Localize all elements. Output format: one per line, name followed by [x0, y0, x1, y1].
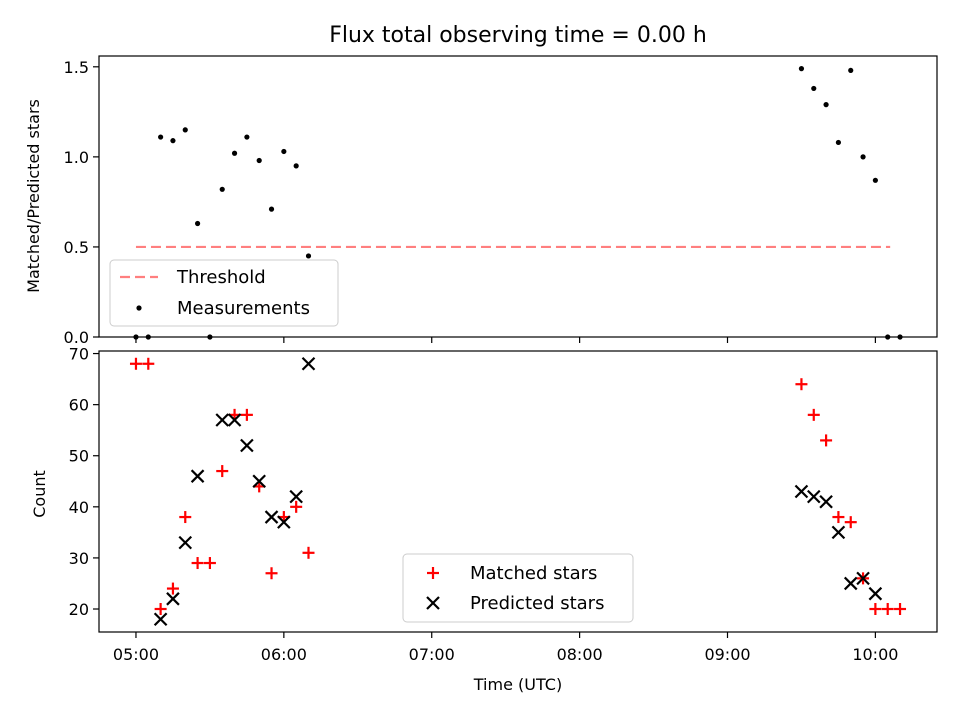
- matched-star-marker: [832, 511, 845, 524]
- matched-star-marker: [869, 603, 882, 616]
- legend-predicted-swatch: [426, 596, 440, 610]
- bottom-y-tick-label: 60: [69, 396, 89, 415]
- matched-star-marker: [290, 500, 303, 513]
- predicted-star-marker: [856, 571, 870, 586]
- top-x-ticks: [135, 337, 876, 343]
- bottom-y-tick-label: 70: [69, 345, 89, 364]
- matched-star-marker: [179, 511, 192, 524]
- matched-star-marker: [240, 408, 253, 421]
- bottom-y-ticks: 20 30 40 50 60 70: [69, 345, 99, 619]
- measurement-point: [219, 186, 225, 192]
- bottom-x-tick-label: 08:00: [557, 645, 603, 664]
- bottom-y-tick-label: 40: [69, 498, 89, 517]
- bottom-legend: Matched stars Predicted stars: [402, 553, 634, 623]
- predicted-star-marker: [166, 592, 180, 606]
- bottom-plot-frame: [98, 350, 938, 633]
- top-y-tick-label: 1.5: [64, 58, 89, 77]
- matched-star-marker: [881, 603, 894, 616]
- predicted-star-marker: [215, 413, 230, 427]
- legend-measurements-swatch: [136, 305, 142, 311]
- legend-matched-label: Matched stars: [470, 563, 597, 584]
- bottom-x-ticks: 05:00 06:00 07:00 08:00 09:00 10:00: [113, 632, 898, 664]
- matched-star-marker: [154, 603, 167, 616]
- top-y-axis-label: Matched/Predicted stars: [24, 99, 43, 293]
- matched-star-marker: [191, 557, 204, 570]
- bottom-x-tick-label: 06:00: [261, 645, 307, 664]
- x-axis-label: Time (UTC): [473, 675, 562, 694]
- bottom-panel: 20 30 40 50 60 70 05:00 06:00 07:00 08:00 09:00 10…: [30, 345, 938, 694]
- measurement-point: [811, 85, 817, 92]
- predicted-star-marker: [252, 474, 266, 489]
- matched-star-marker: [265, 567, 278, 580]
- measurement-point: [860, 154, 866, 160]
- top-plot-frame: [98, 55, 938, 338]
- bottom-legend-box: [402, 553, 634, 623]
- bottom-y-tick-label: 30: [69, 549, 89, 568]
- legend-matched-swatch: [427, 567, 439, 579]
- bottom-x-tick-label: 05:00: [113, 645, 159, 664]
- top-y-tick-label: 1.0: [64, 148, 89, 167]
- matched-star-marker: [142, 357, 155, 370]
- measurement-point: [158, 134, 164, 140]
- matched-star-marker: [302, 546, 315, 559]
- bottom-y-tick-label: 50: [69, 447, 89, 466]
- top-y-tick-label: 0.0: [64, 328, 89, 347]
- top-legend: Threshold Measurements: [109, 259, 339, 327]
- predicted-star-marker: [819, 494, 833, 509]
- bottom-x-tick-label: 07:00: [409, 645, 455, 664]
- predicted-star-marker: [831, 525, 846, 540]
- measurement-point: [823, 102, 829, 108]
- top-panel: 0.0 0.5 1.0 1.5 Matched/Predicted stars Thr…: [24, 55, 938, 347]
- matched-star-marker: [129, 357, 142, 370]
- top-y-ticks: 0.0 0.5 1.0 1.5: [64, 58, 99, 347]
- measurement-point: [256, 157, 262, 164]
- predicted-star-marker: [806, 489, 821, 504]
- chart-title: Flux total observing time = 0.00 h: [329, 23, 707, 48]
- legend-predicted-label: Predicted stars: [470, 593, 604, 614]
- predicted-star-marker: [190, 469, 205, 483]
- measurement-point: [194, 220, 201, 227]
- measurement-point: [835, 139, 842, 146]
- predicted-star-marker: [153, 612, 168, 627]
- predicted-star-marker: [301, 356, 316, 371]
- bottom-x-tick-label: 10:00: [852, 645, 898, 664]
- measurement-point: [231, 150, 238, 156]
- matched-star-marker: [166, 582, 179, 595]
- predicted-star-marker: [277, 515, 291, 529]
- predicted-star-marker: [240, 438, 254, 453]
- measurement-point: [182, 127, 188, 133]
- matched-star-marker: [807, 408, 820, 421]
- measurement-point: [872, 177, 878, 183]
- predicted-star-marker: [868, 586, 883, 601]
- predicted-star-marker: [289, 489, 303, 504]
- measurement-point: [293, 163, 299, 169]
- legend-threshold-label: Threshold: [176, 267, 266, 288]
- measurement-point: [170, 138, 176, 144]
- bottom-y-axis-label: Count: [30, 470, 49, 518]
- matched-star-marker: [894, 603, 907, 616]
- matched-star-marker: [203, 557, 216, 570]
- predicted-star-marker: [843, 576, 858, 591]
- predicted-star-marker: [264, 510, 279, 524]
- measurement-point: [244, 134, 250, 140]
- matched-star-marker: [795, 378, 808, 391]
- top-y-tick-label: 0.5: [64, 238, 89, 257]
- predicted-stars-points: [153, 356, 883, 627]
- predicted-star-marker: [794, 484, 809, 499]
- matched-star-marker: [820, 434, 833, 447]
- matched-star-marker: [844, 516, 857, 529]
- measurement-point: [305, 253, 312, 259]
- predicted-star-marker: [178, 535, 193, 550]
- bottom-y-tick-label: 20: [69, 600, 89, 619]
- matched-star-marker: [216, 465, 229, 478]
- measurement-point: [798, 66, 805, 72]
- measurement-point: [848, 67, 854, 74]
- measurement-point: [281, 148, 287, 155]
- bottom-x-tick-label: 09:00: [704, 645, 750, 664]
- measurement-point: [268, 206, 275, 212]
- predicted-star-marker: [227, 413, 242, 427]
- legend-measurements-label: Measurements: [177, 298, 310, 319]
- top-legend-box: [109, 259, 339, 327]
